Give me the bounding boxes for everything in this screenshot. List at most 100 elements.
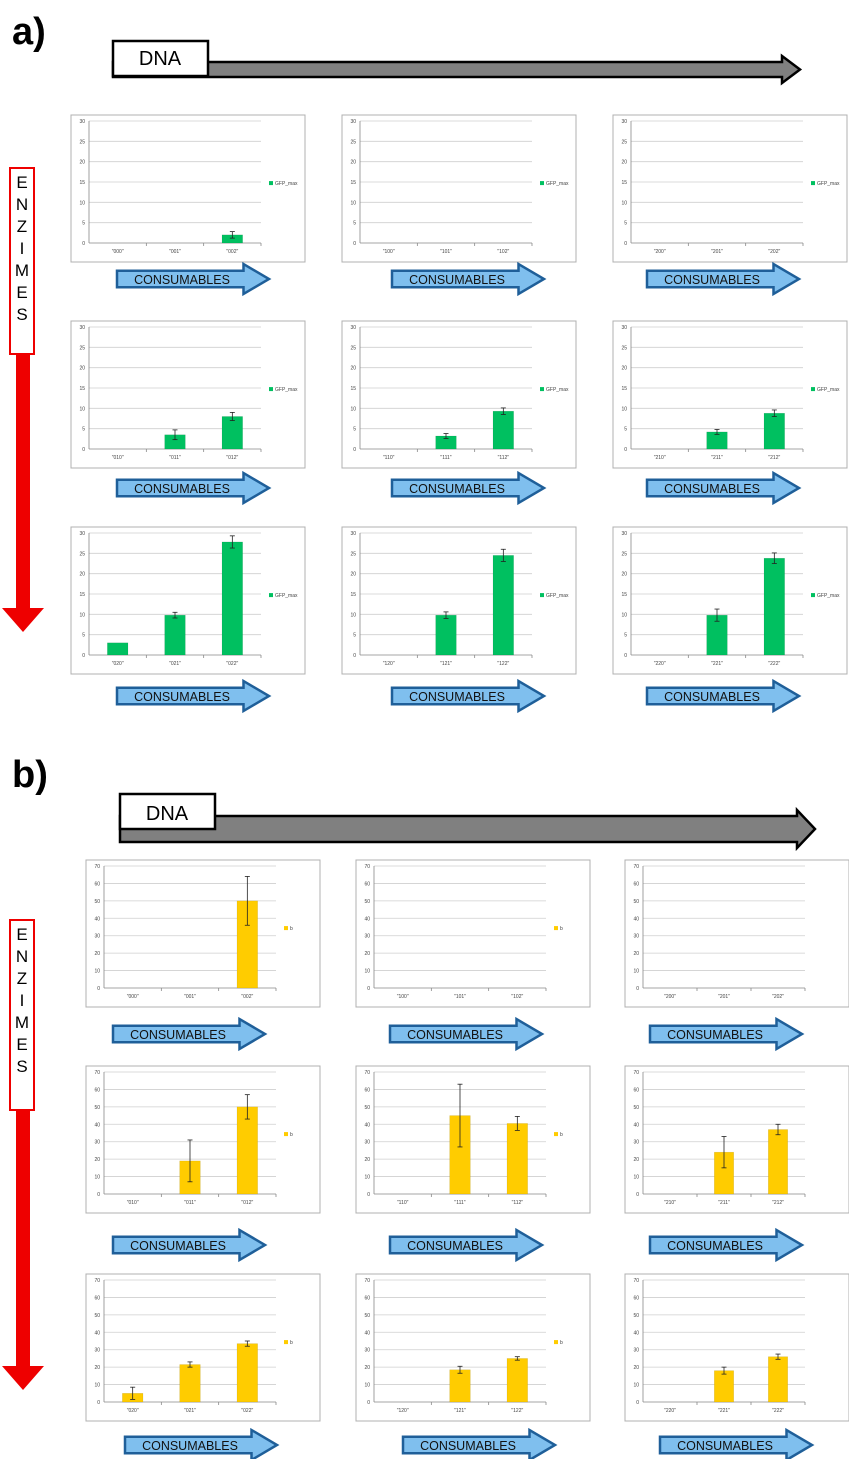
y-tick-label: 40 <box>364 1330 370 1336</box>
consumables-arrow <box>645 470 802 506</box>
y-tick-label: 40 <box>633 1330 639 1336</box>
y-tick-label: 40 <box>633 916 639 922</box>
chart-11: 0 10 20 30 40 50 60 70 "200" "201" "202" <box>624 859 849 1008</box>
y-tick-label: 60 <box>633 1087 639 1093</box>
y-tick-label: 25 <box>621 139 627 145</box>
dna-label-box <box>111 39 210 78</box>
y-tick-label: 15 <box>621 180 627 186</box>
y-tick-label: 50 <box>364 1313 370 1319</box>
consumables-label: CONSUMABLES <box>664 273 760 287</box>
y-tick-label: 5 <box>353 633 356 639</box>
y-tick-label: 0 <box>82 447 85 453</box>
chart-frame <box>85 1273 321 1422</box>
chart-5: 0 5 10 15 20 25 30 "210" "211" "212" GFP_max <box>612 320 848 469</box>
y-tick-label: 5 <box>353 427 356 433</box>
bar <box>236 1106 258 1195</box>
y-tick-label: 40 <box>94 1122 100 1128</box>
consumables-label: CONSUMABLES <box>667 1239 763 1253</box>
consumables-label: CONSUMABLES <box>134 273 230 287</box>
x-tick-label: "210" <box>654 455 666 461</box>
x-tick-label: "200" <box>654 249 666 255</box>
chart-12: 0 10 20 30 40 50 60 70 "010" "011" "012" b <box>85 1065 321 1214</box>
y-tick-label: 20 <box>621 366 627 372</box>
y-tick-label: 60 <box>94 1087 100 1093</box>
y-tick-label: 20 <box>79 160 85 166</box>
consumables-arrow <box>645 678 802 714</box>
consumables-arrow <box>390 261 547 297</box>
legend-label: GFP_max <box>275 593 298 599</box>
y-tick-label: 30 <box>364 1348 370 1354</box>
x-tick-label: "202" <box>768 249 780 255</box>
dna-arrow <box>118 806 817 852</box>
y-tick-label: 50 <box>633 1105 639 1111</box>
y-tick-label: 0 <box>636 1192 639 1198</box>
y-tick-label: 30 <box>633 1348 639 1354</box>
bar <box>164 614 186 656</box>
y-tick-label: 5 <box>82 221 85 227</box>
x-tick-label: "100" <box>397 994 409 1000</box>
y-tick-label: 5 <box>82 633 85 639</box>
legend-label: GFP_max <box>275 181 298 187</box>
x-tick-label: "110" <box>397 1200 409 1206</box>
dna-label-box <box>118 792 217 831</box>
chart-frame <box>355 859 591 1008</box>
y-tick-label: 25 <box>79 139 85 145</box>
x-tick-label: "201" <box>711 249 723 255</box>
bar <box>492 410 514 450</box>
legend-swatch <box>554 1340 558 1345</box>
y-tick-label: 50 <box>94 1105 100 1111</box>
bar <box>179 1364 201 1403</box>
legend-swatch <box>554 1132 558 1137</box>
legend-label: GFP_max <box>546 593 569 599</box>
x-tick-label: "002" <box>226 249 238 255</box>
y-tick-label: 20 <box>350 366 356 372</box>
x-tick-label: "211" <box>711 455 723 461</box>
bar <box>714 1370 734 1403</box>
enzimes-arrow <box>2 168 44 632</box>
legend-swatch <box>269 387 273 392</box>
y-tick-label: 30 <box>350 325 356 331</box>
consumables-label: CONSUMABLES <box>677 1439 773 1453</box>
dna-label: DNA <box>139 48 182 70</box>
chart-2: 0 5 10 15 20 25 30 "200" "201" "202" GFP_max <box>612 114 848 263</box>
y-tick-label: 20 <box>364 1365 370 1371</box>
x-tick-label: "011" <box>169 455 181 461</box>
chart-frame <box>612 526 848 675</box>
consumables-arrow <box>115 470 272 506</box>
chart-frame <box>341 114 577 263</box>
chart-frame <box>624 1273 849 1422</box>
chart-0: 0 5 10 15 20 25 30 "000" "001" "002" GFP_max <box>70 114 306 263</box>
y-tick-label: 50 <box>633 899 639 905</box>
y-tick-label: 10 <box>633 1175 639 1181</box>
y-tick-label: 0 <box>624 447 627 453</box>
legend-label: b <box>290 1340 293 1346</box>
bar <box>768 1129 788 1195</box>
legend-label: GFP_max <box>817 387 840 393</box>
x-tick-label: "211" <box>718 1200 730 1206</box>
y-tick-label: 30 <box>94 934 100 940</box>
consumables-label: CONSUMABLES <box>409 273 505 287</box>
consumables-arrow <box>388 1227 545 1263</box>
y-tick-label: 15 <box>350 386 356 392</box>
y-tick-label: 40 <box>94 916 100 922</box>
y-tick-label: 20 <box>621 572 627 578</box>
y-tick-label: 20 <box>633 951 639 957</box>
y-tick-label: 10 <box>364 969 370 975</box>
y-tick-label: 10 <box>79 406 85 412</box>
bar <box>236 1343 258 1403</box>
y-tick-label: 0 <box>82 241 85 247</box>
x-tick-label: "120" <box>383 661 395 667</box>
chart-3: 0 5 10 15 20 25 30 "010" "011" "012" GFP_max <box>70 320 306 469</box>
legend-label: GFP_max <box>546 181 569 187</box>
dna-label: DNA <box>146 803 189 825</box>
y-tick-label: 15 <box>79 592 85 598</box>
y-tick-label: 0 <box>367 1400 370 1406</box>
chart-frame <box>612 320 848 469</box>
chart-frame <box>85 1065 321 1214</box>
y-tick-label: 10 <box>364 1383 370 1389</box>
x-tick-label: "021" <box>184 1408 196 1414</box>
consumables-label: CONSUMABLES <box>407 1028 503 1042</box>
legend-swatch <box>811 181 815 186</box>
legend-swatch <box>811 593 815 598</box>
